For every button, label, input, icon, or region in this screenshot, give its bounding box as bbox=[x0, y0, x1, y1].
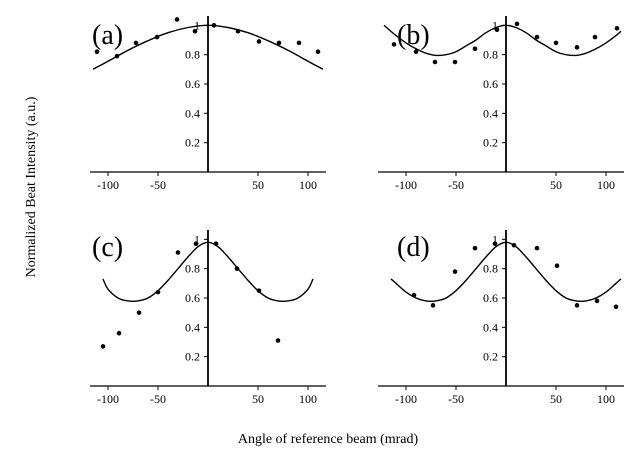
y-tick-label-d: 0.4 bbox=[483, 320, 498, 334]
data-point-a bbox=[174, 17, 180, 22]
y-tick-label-b: 0.2 bbox=[483, 136, 498, 150]
data-point-c bbox=[136, 310, 142, 315]
x-tick-label-b: -100 bbox=[395, 178, 417, 192]
x-tick-label-d: 100 bbox=[597, 392, 615, 406]
panel-a: -100 -50 50 100 0.2 0.4 0.6 0.8 1 (a) bbox=[90, 16, 326, 192]
y-tick-label-b: 0.4 bbox=[483, 106, 498, 120]
data-point-d bbox=[492, 241, 498, 247]
fit-curve-a bbox=[92, 24, 324, 70]
x-tick-label-c: -50 bbox=[150, 392, 166, 406]
y-tick-label-b: 0.8 bbox=[483, 48, 498, 62]
data-point-b bbox=[574, 45, 580, 50]
data-point-a bbox=[192, 28, 198, 34]
x-tick-label-c: 50 bbox=[252, 392, 264, 406]
data-point-a bbox=[315, 49, 321, 55]
y-axis-title: Normalized Beat Intensity (a.u.) bbox=[24, 96, 39, 277]
data-point-b bbox=[413, 49, 419, 55]
data-point-d bbox=[534, 245, 540, 251]
data-point-b bbox=[472, 46, 478, 52]
data-point-b bbox=[534, 34, 540, 40]
data-point-d bbox=[594, 298, 600, 304]
fit-curve-c bbox=[102, 241, 314, 302]
data-point-b bbox=[614, 25, 620, 31]
fit-curve-b bbox=[383, 24, 622, 57]
y-tick-label-a: 0.6 bbox=[185, 77, 200, 91]
x-tick-label-a: 50 bbox=[252, 178, 264, 192]
y-tick-label-a: 0.8 bbox=[185, 48, 200, 62]
panel-label-c: (c) bbox=[92, 232, 123, 263]
data-point-d bbox=[613, 304, 619, 310]
panels: -100 -50 50 100 0.2 0.4 0.6 0.8 1 (a) -100 -50 50 100… bbox=[90, 16, 624, 406]
x-tick-label-b: 100 bbox=[597, 178, 615, 192]
x-tick-label-d: -50 bbox=[448, 392, 464, 406]
y-tick-label-c: 0.4 bbox=[185, 320, 200, 334]
data-point-a bbox=[296, 40, 302, 46]
panel-b: -100 -50 50 100 0.2 0.4 0.6 0.8 1 (b) bbox=[378, 16, 624, 192]
y-tick-label-b: 1 bbox=[492, 18, 498, 32]
y-tick-label-d: 0.6 bbox=[483, 291, 498, 305]
data-point-d bbox=[452, 269, 458, 274]
y-tick-label-d: 1 bbox=[492, 232, 498, 246]
data-point-b bbox=[514, 21, 520, 27]
y-tick-label-c: 0.8 bbox=[185, 262, 200, 276]
data-point-d bbox=[554, 263, 560, 269]
y-tick-label-a: 0.2 bbox=[185, 136, 200, 150]
data-point-c bbox=[100, 344, 106, 349]
y-tick-label-d: 0.2 bbox=[483, 350, 498, 364]
y-tick-label-d: 0.8 bbox=[483, 262, 498, 276]
x-tick-label-c: -100 bbox=[97, 392, 119, 406]
data-point-c bbox=[175, 250, 181, 255]
y-tick-label-b: 0.6 bbox=[483, 77, 498, 91]
data-point-c bbox=[193, 241, 199, 247]
data-point-b bbox=[553, 40, 559, 46]
fit-curve-d bbox=[390, 241, 622, 302]
data-point-b bbox=[391, 42, 397, 47]
data-point-b bbox=[494, 27, 500, 33]
x-tick-label-c: 100 bbox=[299, 392, 317, 406]
panel-d: -100 -50 50 100 0.2 0.4 0.6 0.8 1 (d) bbox=[378, 230, 624, 406]
data-point-b bbox=[592, 34, 598, 40]
y-tick-label-c: 0.2 bbox=[185, 350, 200, 364]
y-tick-label-c: 0.6 bbox=[185, 291, 200, 305]
x-tick-label-a: -50 bbox=[150, 178, 166, 192]
y-tick-label-c: 1 bbox=[194, 232, 200, 246]
x-tick-label-d: -100 bbox=[395, 392, 417, 406]
panel-label-a: (a) bbox=[92, 20, 123, 51]
x-tick-label-b: 50 bbox=[550, 178, 562, 192]
data-point-c bbox=[116, 330, 122, 336]
data-point-d bbox=[574, 303, 580, 308]
data-point-a bbox=[276, 40, 282, 46]
data-point-b bbox=[452, 59, 458, 65]
panel-c: -100 -50 50 100 0.2 0.4 0.6 0.8 1 (c) bbox=[90, 230, 326, 406]
data-point-d bbox=[430, 303, 436, 308]
x-tick-label-a: 100 bbox=[299, 178, 317, 192]
y-tick-label-a: 0.4 bbox=[185, 106, 200, 120]
data-point-b bbox=[432, 59, 438, 65]
data-point-d bbox=[472, 245, 478, 251]
panel-label-d: (d) bbox=[397, 232, 430, 263]
x-tick-label-a: -100 bbox=[97, 178, 119, 192]
data-point-a bbox=[94, 49, 100, 55]
data-point-a bbox=[256, 39, 262, 44]
x-axis-title: Angle of reference beam (mrad) bbox=[238, 432, 419, 447]
x-tick-label-d: 50 bbox=[550, 392, 562, 406]
panel-label-b: (b) bbox=[397, 20, 430, 51]
data-point-a bbox=[133, 40, 139, 46]
data-point-c bbox=[275, 338, 281, 343]
y-tick-label-a: 1 bbox=[194, 18, 200, 32]
x-tick-label-b: -50 bbox=[448, 178, 464, 192]
